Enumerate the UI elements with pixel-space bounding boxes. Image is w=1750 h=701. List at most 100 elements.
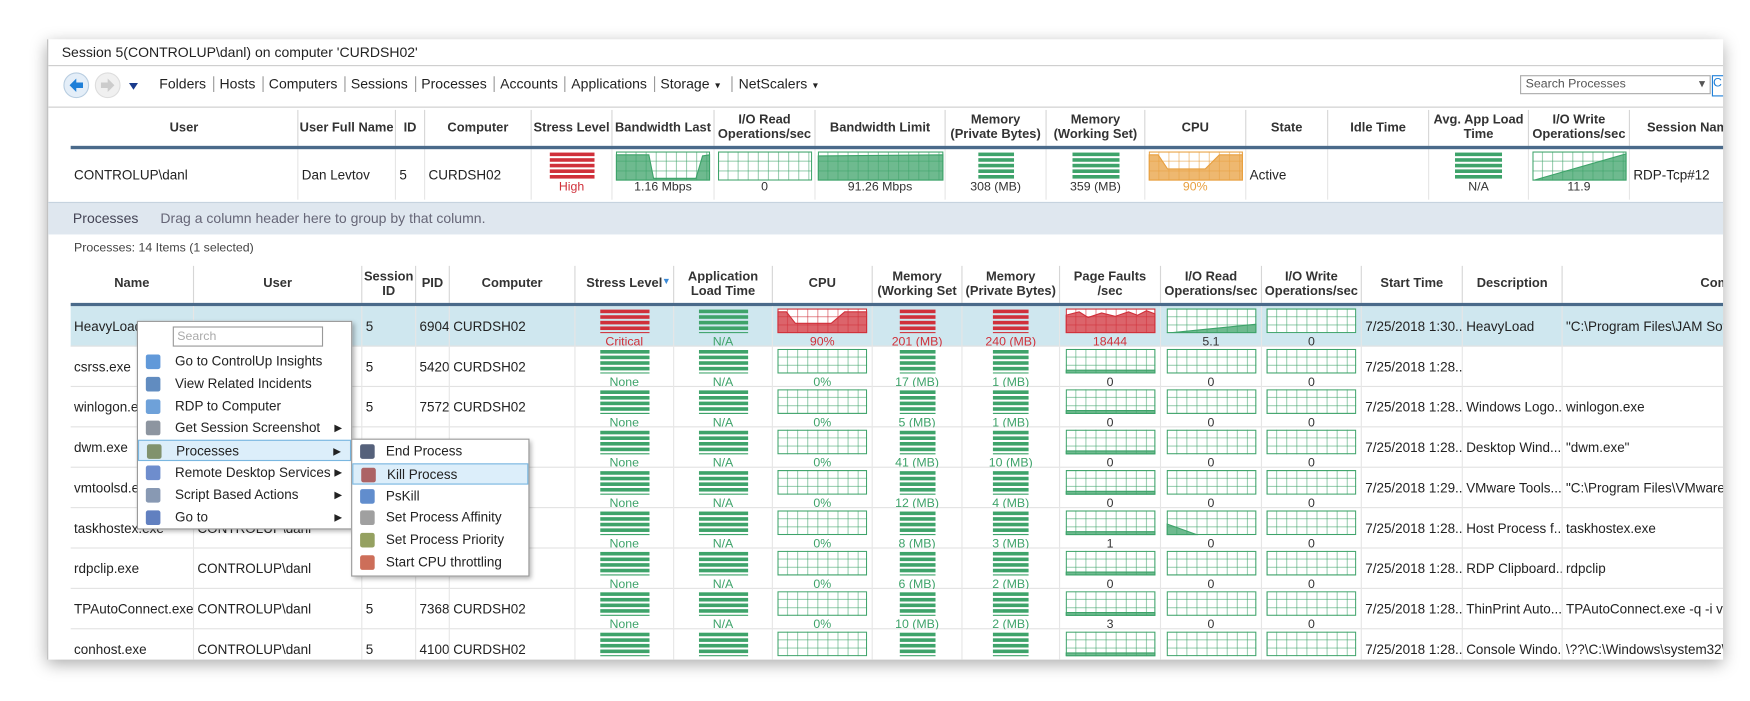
stripe bbox=[599, 643, 649, 648]
submenu-item[interactable]: Set Process Priority bbox=[352, 530, 528, 551]
sparkline bbox=[1266, 348, 1357, 374]
process-cell: conhost.exe bbox=[71, 629, 195, 660]
submenu-item[interactable]: End Process bbox=[352, 441, 528, 462]
menu-item[interactable]: View Related Incidents bbox=[138, 373, 351, 394]
search-button[interactable]: C bbox=[1711, 75, 1724, 97]
column-header[interactable]: I/O Read Operations/sec bbox=[715, 109, 816, 146]
nav-link[interactable]: Accounts bbox=[493, 76, 558, 92]
column-header[interactable]: CPU bbox=[1145, 109, 1247, 146]
column-header[interactable]: Avg. App Load Time bbox=[1429, 109, 1530, 146]
column-header[interactable]: ID bbox=[396, 109, 426, 146]
sparkline bbox=[1166, 389, 1256, 414]
sparkline bbox=[899, 430, 936, 455]
stripe bbox=[599, 511, 649, 516]
column-header[interactable]: Stress Level bbox=[575, 265, 675, 303]
stripe bbox=[992, 332, 1029, 334]
process-cell: 0 bbox=[1262, 467, 1362, 509]
column-header[interactable]: Bandwidth Limit bbox=[816, 109, 946, 146]
column-header[interactable]: Memory (Working Set) bbox=[1047, 109, 1146, 146]
menu-item[interactable]: Go to ▶ bbox=[138, 507, 351, 528]
column-header[interactable]: PID bbox=[416, 265, 450, 303]
chart-frame bbox=[1166, 389, 1256, 414]
sparkline bbox=[599, 511, 649, 536]
nav-link[interactable]: Applications bbox=[564, 76, 647, 92]
column-header[interactable]: Bandwidth Last bbox=[613, 109, 715, 146]
menu-item[interactable]: Get Session Screenshot ▶ bbox=[138, 418, 351, 439]
process-cell: 0 bbox=[1161, 629, 1263, 660]
stripe bbox=[992, 533, 1029, 536]
cell-value: 0 bbox=[1262, 658, 1361, 659]
stripe bbox=[599, 366, 649, 371]
nav-buttons[interactable] bbox=[62, 72, 141, 99]
stripe bbox=[698, 551, 748, 556]
menu-item[interactable]: RDP to Computer bbox=[138, 396, 351, 417]
submenu-item[interactable]: Start CPU throttling bbox=[352, 552, 528, 573]
nav-link[interactable]: NetScalers ▾ bbox=[731, 76, 818, 92]
search-dropdown[interactable]: ▾ bbox=[1698, 77, 1706, 91]
column-header[interactable]: I/O Write Operations/sec bbox=[1529, 109, 1630, 146]
stripe bbox=[992, 441, 1029, 446]
menu-icon bbox=[360, 444, 375, 459]
sparkline bbox=[777, 591, 868, 616]
submenu-item[interactable]: Kill Process bbox=[352, 463, 529, 485]
nav-link[interactable]: Processes bbox=[414, 76, 487, 92]
column-header[interactable]: Session Name bbox=[1630, 110, 1723, 146]
column-header[interactable]: Computer bbox=[425, 109, 532, 146]
icon-shape bbox=[145, 376, 161, 392]
column-header[interactable]: Stress Level bbox=[532, 109, 613, 146]
column-header[interactable]: User bbox=[194, 265, 363, 303]
column-header[interactable]: Idle Time bbox=[1328, 109, 1430, 146]
submenu-item[interactable]: PsKill bbox=[352, 485, 528, 506]
column-header[interactable]: Start Time bbox=[1362, 265, 1463, 303]
sparkline bbox=[777, 550, 868, 576]
submenu-item[interactable]: Set Process Affinity bbox=[352, 507, 528, 528]
search-box[interactable]: Search Processes ▾ bbox=[1520, 75, 1711, 95]
sparkline bbox=[1065, 631, 1155, 657]
stripe bbox=[599, 638, 649, 642]
cell-value: 0 bbox=[1307, 496, 1315, 509]
sparkline bbox=[1065, 591, 1155, 616]
stripe bbox=[899, 332, 936, 334]
nav-link[interactable]: Storage ▾ bbox=[653, 76, 720, 92]
column-header[interactable]: Session ID bbox=[362, 265, 417, 303]
chart-area bbox=[1065, 490, 1155, 495]
submenu-arrow: ▶ bbox=[334, 466, 343, 478]
column-header[interactable]: Memory (Working Set bbox=[873, 265, 963, 303]
nav-link[interactable]: Hosts bbox=[212, 76, 255, 92]
stripe bbox=[549, 163, 594, 168]
nav-link[interactable]: Sessions bbox=[344, 76, 408, 92]
menu-item[interactable]: Processes ▶ bbox=[137, 439, 352, 462]
column-header[interactable]: Page Faults /sec bbox=[1060, 265, 1162, 303]
sparkline bbox=[1266, 389, 1357, 414]
cell-value: None bbox=[575, 658, 673, 659]
menu-icon bbox=[145, 376, 161, 392]
column-header[interactable]: User bbox=[71, 109, 299, 146]
menu-item[interactable]: Remote Desktop Services ▶ bbox=[138, 462, 351, 483]
sparkline bbox=[698, 390, 748, 414]
column-header[interactable]: Name bbox=[71, 265, 195, 303]
cell-value: 41 (MB) bbox=[895, 456, 940, 468]
column-header[interactable]: Memory (Private Bytes) bbox=[963, 265, 1061, 303]
sparkline bbox=[777, 510, 868, 536]
column-header[interactable]: State bbox=[1246, 109, 1329, 146]
column-header[interactable]: I/O Read Operations/sec bbox=[1161, 265, 1263, 303]
nav-link[interactable]: Computers bbox=[262, 76, 337, 92]
menu-item[interactable]: Script Based Actions ▶ bbox=[138, 484, 351, 505]
column-header[interactable]: Application Load Time bbox=[674, 265, 773, 303]
nav-link[interactable]: Folders bbox=[159, 76, 207, 92]
history-dropdown[interactable] bbox=[129, 83, 138, 90]
cell-text: RDP Clipboard... bbox=[1466, 560, 1563, 577]
stripe bbox=[992, 471, 1029, 475]
sparkline bbox=[1065, 429, 1155, 455]
column-header[interactable]: CPU bbox=[773, 265, 873, 303]
column-header[interactable]: I/O Write Operations/sec bbox=[1262, 265, 1362, 303]
process-cell: 4100 bbox=[416, 629, 450, 660]
column-header[interactable]: Description bbox=[1463, 265, 1563, 303]
menu-item[interactable]: Go to ControlUp Insights bbox=[138, 351, 351, 372]
column-header[interactable]: Command bbox=[1563, 266, 1723, 303]
column-header[interactable]: Computer bbox=[450, 265, 576, 303]
process-cell: None bbox=[575, 467, 675, 509]
menu-search[interactable]: Search bbox=[172, 326, 324, 347]
column-header[interactable]: User Full Name bbox=[298, 109, 396, 146]
column-header[interactable]: Memory (Private Bytes) bbox=[946, 109, 1047, 146]
